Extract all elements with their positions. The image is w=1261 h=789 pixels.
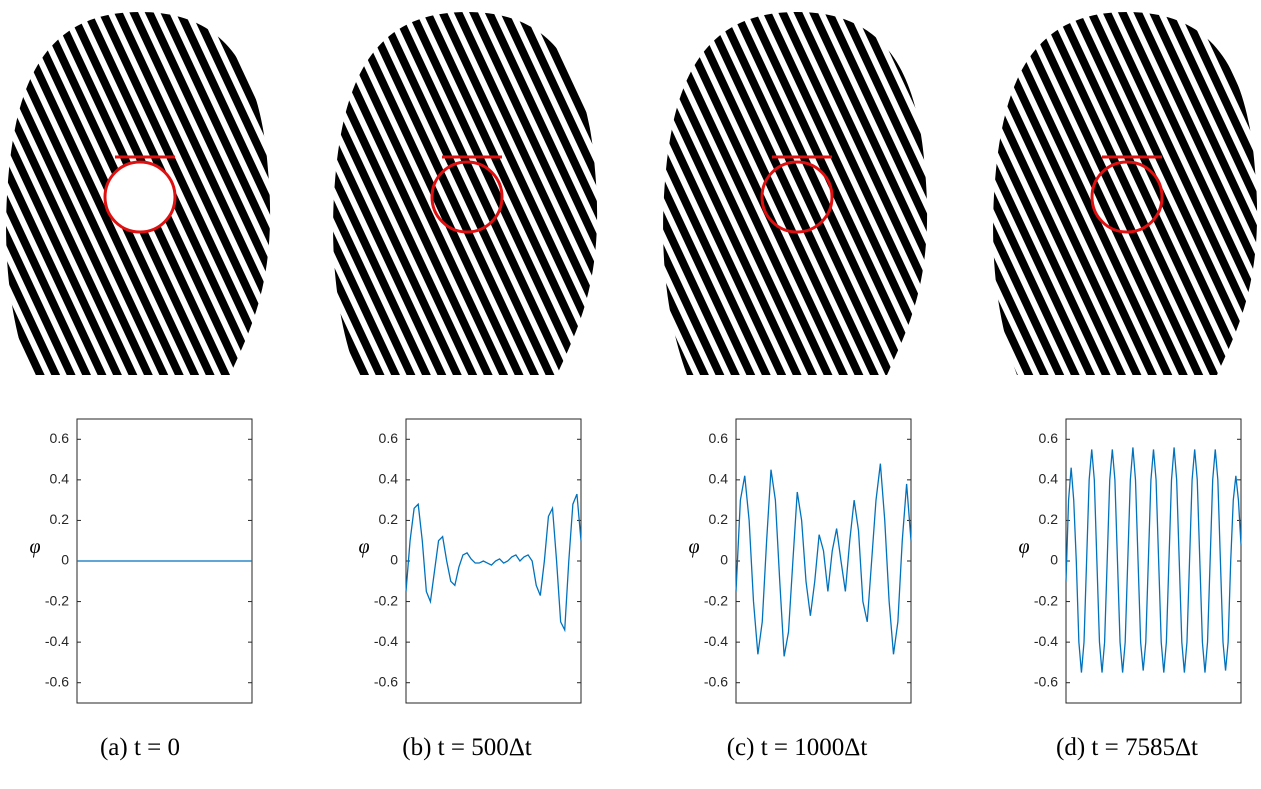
y-tick-label: 0.4 — [379, 471, 399, 487]
y-tick-label: 0.4 — [1039, 471, 1059, 487]
y-tick-label: 0.6 — [379, 430, 399, 446]
data-line — [1066, 447, 1241, 672]
y-tick-label: 0.6 — [709, 430, 729, 446]
caption: (b) t = 500Δt — [402, 734, 532, 761]
y-tick-label: 0.6 — [50, 430, 70, 446]
caption: (d) t = 7585Δt — [1056, 734, 1198, 761]
y-tick-label: -0.6 — [374, 673, 398, 689]
y-tick-label: 0 — [1050, 552, 1058, 568]
y-tick-label: -0.6 — [704, 673, 728, 689]
y-tick-label: -0.6 — [45, 673, 69, 689]
y-tick-label: -0.6 — [1034, 673, 1058, 689]
fingerprint — [993, 12, 1257, 375]
y-tick-label: 0 — [61, 552, 69, 568]
y-tick-label: 0.4 — [709, 471, 729, 487]
y-tick-label: 0 — [390, 552, 398, 568]
data-line — [736, 464, 911, 657]
data-line — [406, 494, 581, 630]
y-tick-label: 0.2 — [50, 511, 70, 527]
y-tick-label: -0.2 — [45, 592, 69, 608]
y-tick-label: -0.4 — [374, 633, 398, 649]
y-tick-label: -0.4 — [1034, 633, 1058, 649]
marker-circle — [105, 162, 175, 232]
y-tick-label: 0.4 — [50, 471, 70, 487]
y-axis-label: φ — [688, 536, 699, 558]
caption: (a) t = 0 — [100, 734, 180, 761]
y-axis-label: φ — [29, 536, 40, 558]
y-tick-label: 0 — [720, 552, 728, 568]
y-axis-label: φ — [358, 536, 369, 558]
y-axis-label: φ — [1018, 536, 1029, 558]
y-tick-label: 0.2 — [379, 511, 399, 527]
caption: (c) t = 1000Δt — [727, 734, 868, 761]
y-tick-label: -0.2 — [1034, 592, 1058, 608]
plot-frame — [736, 419, 911, 703]
fingerprint — [663, 12, 927, 375]
y-tick-label: -0.2 — [374, 592, 398, 608]
y-tick-label: -0.4 — [704, 633, 728, 649]
fingerprint — [333, 12, 597, 375]
y-tick-label: -0.2 — [704, 592, 728, 608]
plot-frame — [406, 419, 581, 703]
y-tick-label: -0.4 — [45, 633, 69, 649]
figure: -0.6 -0.4 -0.2 0 0.2 0.4 0.6 φ (a) t = 0 -0.6 -0.4… — [0, 0, 1261, 789]
y-tick-label: 0.6 — [1039, 430, 1059, 446]
y-tick-label: 0.2 — [709, 511, 729, 527]
y-tick-label: 0.2 — [1039, 511, 1059, 527]
